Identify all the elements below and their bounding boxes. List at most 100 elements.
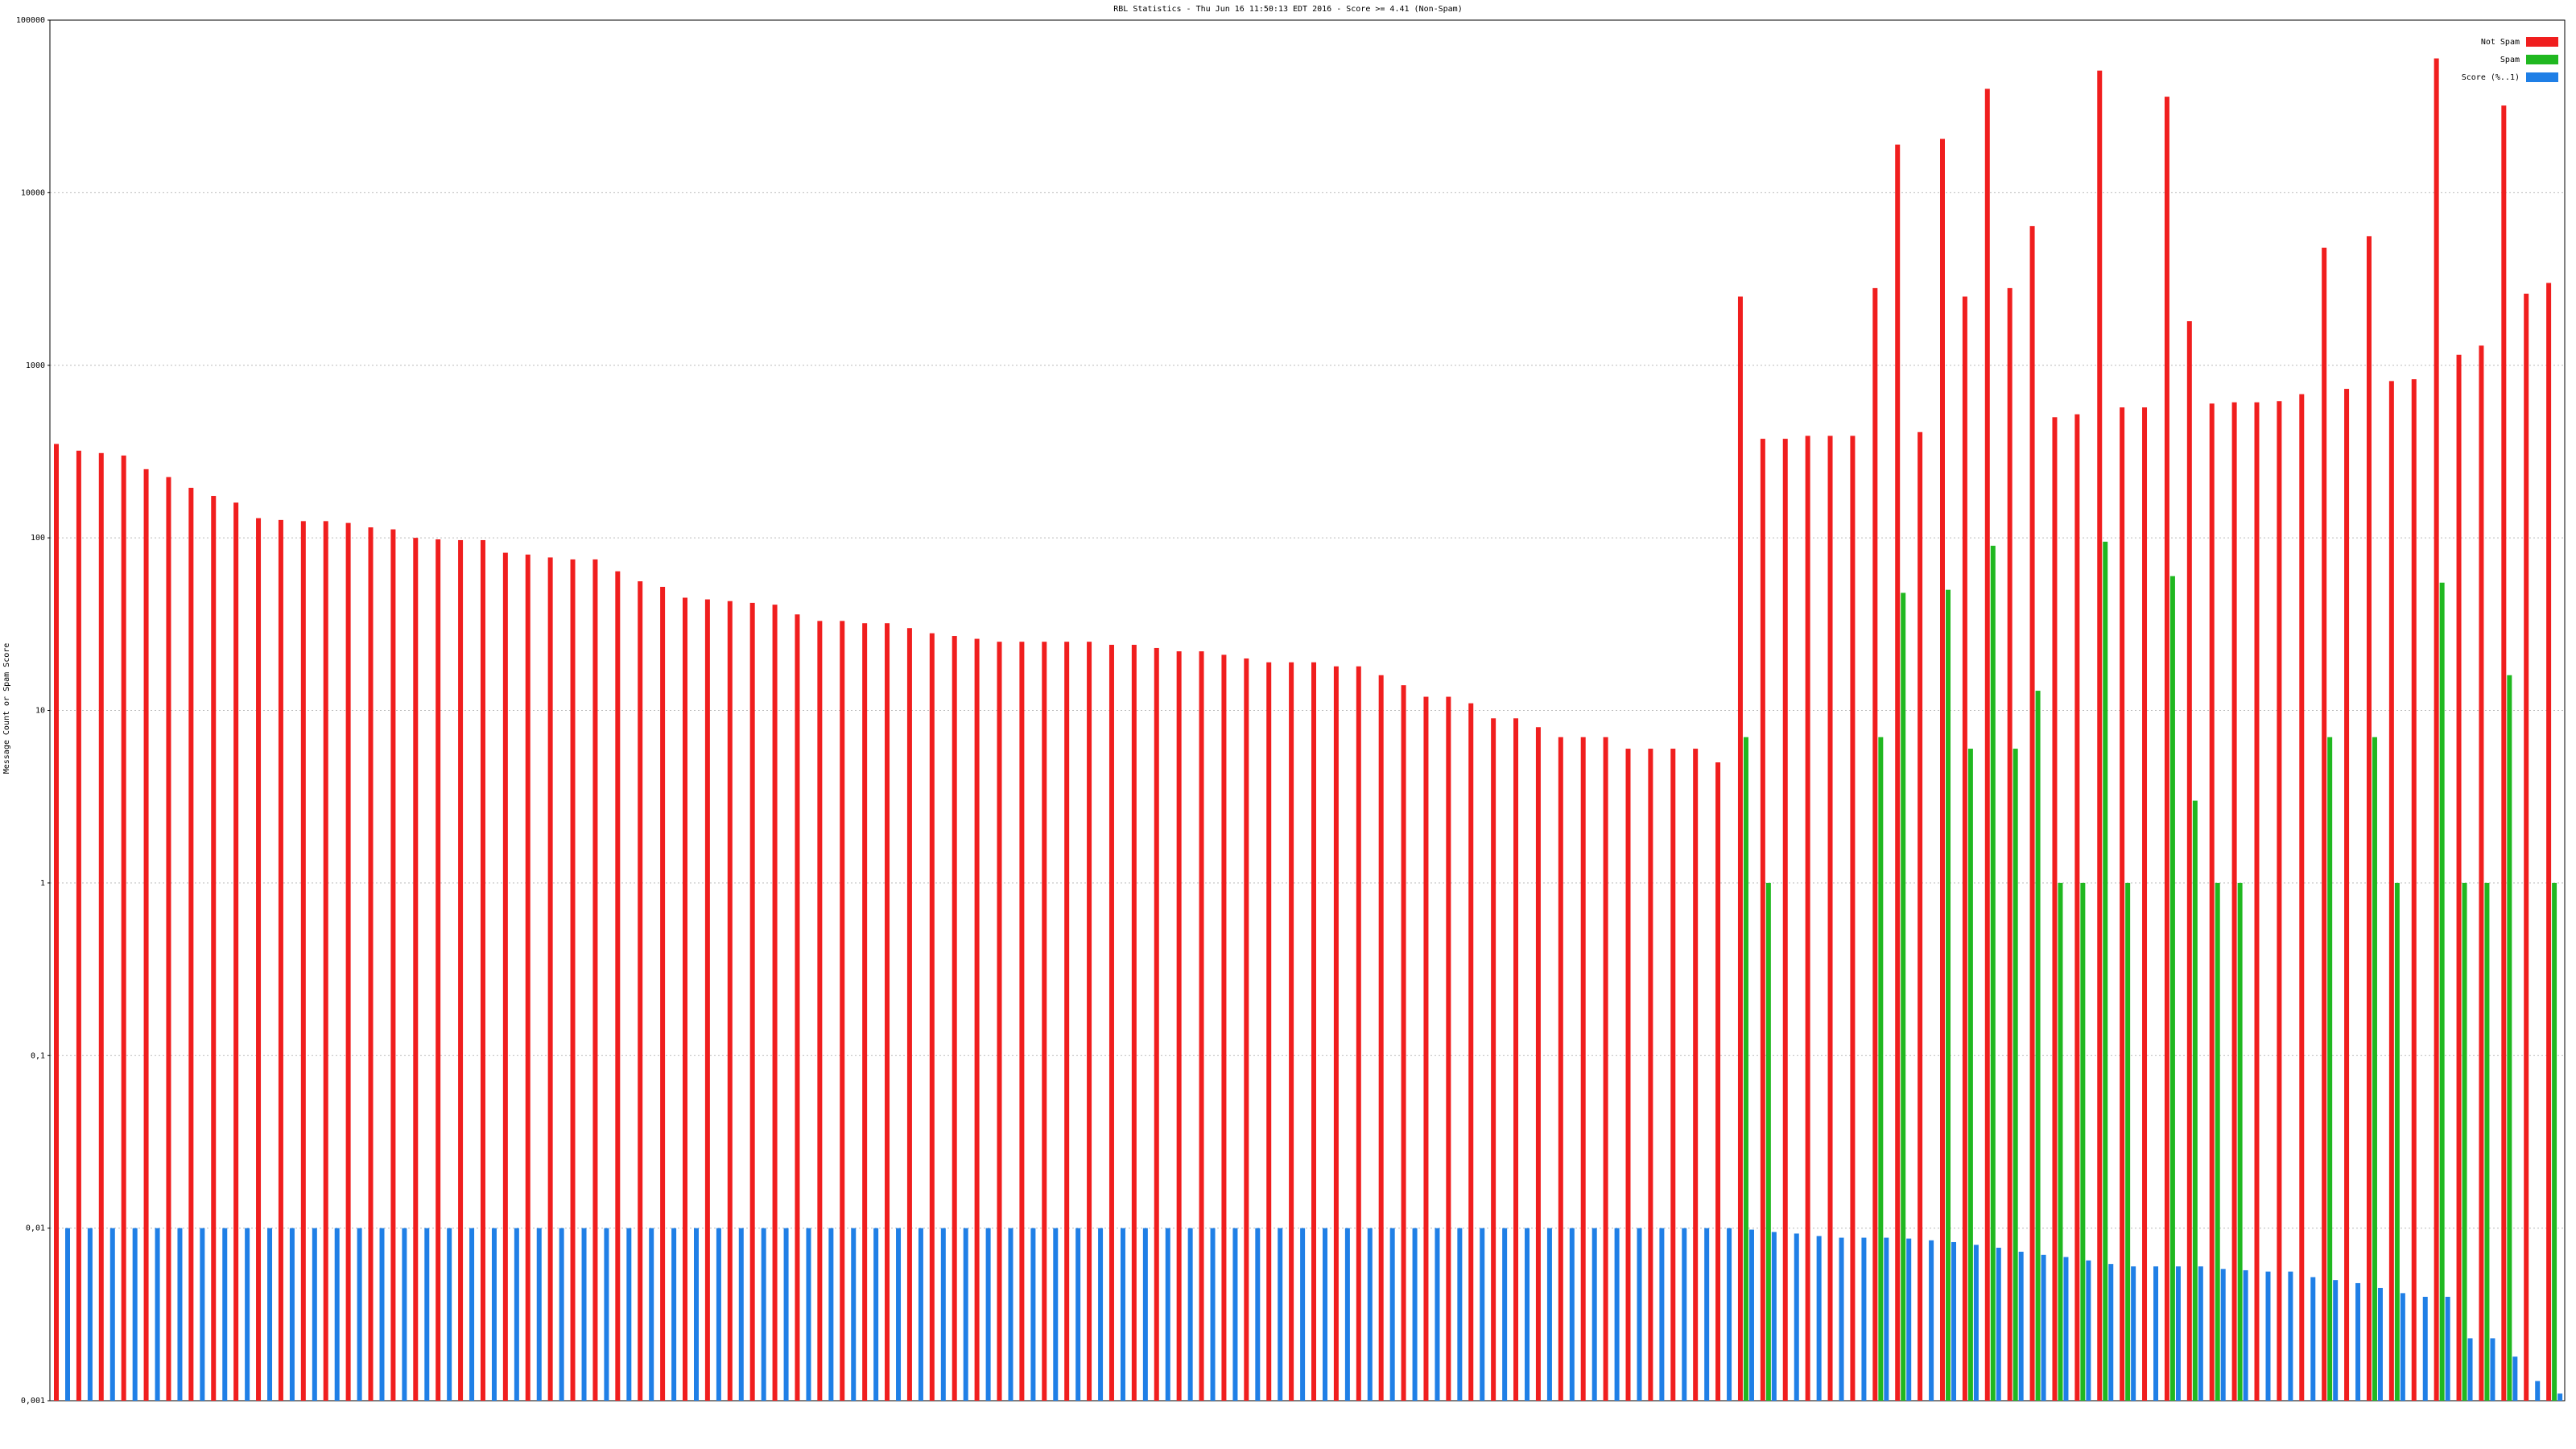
bar <box>974 638 980 1401</box>
bar <box>2265 1271 2271 1401</box>
bar <box>1098 1228 1104 1401</box>
bar <box>368 527 374 1401</box>
bar <box>2186 321 2192 1401</box>
bar <box>1300 1228 1306 1401</box>
bar <box>851 1228 857 1401</box>
bar <box>1805 436 1810 1401</box>
bar <box>2344 389 2350 1401</box>
bar <box>334 1228 340 1401</box>
bar <box>1064 642 1070 1401</box>
bar <box>1962 296 1967 1401</box>
bar <box>278 519 283 1401</box>
bar <box>1895 144 1901 1402</box>
bar <box>2142 407 2148 1401</box>
bar <box>2327 737 2333 1401</box>
bar <box>312 1228 317 1401</box>
bar <box>896 1228 902 1401</box>
bar <box>2035 691 2041 1401</box>
bar <box>1782 439 1788 1401</box>
bar <box>2103 541 2108 1401</box>
y-tick-label: 1 <box>40 879 45 888</box>
bar <box>873 1228 879 1401</box>
bar <box>2372 737 2377 1401</box>
bar <box>2501 105 2507 1401</box>
bar <box>1008 1228 1013 1401</box>
bar <box>683 597 687 1401</box>
bar <box>559 1228 564 1401</box>
bar <box>2394 882 2400 1401</box>
bar <box>2400 1293 2405 1401</box>
bar <box>2007 287 2013 1401</box>
bar <box>1165 1228 1170 1401</box>
bar <box>2490 1338 2496 1401</box>
bar <box>997 642 1002 1401</box>
bar <box>2310 1277 2316 1401</box>
bar <box>1990 545 1996 1401</box>
bar <box>132 1228 138 1401</box>
bar <box>1614 1228 1620 1401</box>
bar <box>2552 882 2557 1401</box>
bar <box>2439 582 2445 1401</box>
bar <box>1748 1229 1754 1401</box>
bar <box>952 636 957 1401</box>
y-tick-label: 1000 <box>26 361 45 370</box>
bar <box>2243 1269 2248 1401</box>
bar <box>918 1228 923 1401</box>
bar <box>1412 1228 1418 1401</box>
bar <box>1878 737 1884 1401</box>
bar <box>1625 749 1631 1401</box>
bar <box>885 623 890 1401</box>
bar <box>1423 696 1429 1401</box>
bar <box>2153 1266 2159 1401</box>
bar <box>2355 1282 2361 1401</box>
bar <box>289 1228 295 1401</box>
bar <box>1210 1228 1216 1401</box>
bar <box>1637 1228 1642 1401</box>
legend-swatch <box>2526 72 2558 82</box>
bar <box>1946 589 1951 1401</box>
bar <box>525 554 530 1401</box>
bar <box>806 1228 811 1401</box>
bar <box>1535 727 1541 1401</box>
bar <box>1344 1228 1350 1401</box>
bar <box>940 1228 946 1401</box>
bar <box>2445 1296 2450 1401</box>
bar <box>1929 1240 1934 1401</box>
bar <box>480 539 485 1401</box>
bar <box>929 633 935 1401</box>
bar <box>1053 1228 1059 1401</box>
y-tick-label: 100000 <box>16 16 45 25</box>
bar <box>2333 1280 2339 1401</box>
bar <box>436 539 441 1402</box>
bar <box>1356 666 1361 1401</box>
bar <box>615 571 621 1401</box>
bar <box>1525 1228 1530 1401</box>
bar <box>2512 1356 2518 1401</box>
bar <box>727 601 733 1401</box>
bar <box>1794 1233 1799 1401</box>
bar <box>2169 576 2175 1401</box>
bar <box>2322 247 2327 1401</box>
bar <box>2299 394 2305 1402</box>
bar <box>2131 1266 2136 1401</box>
bar <box>2125 882 2131 1401</box>
bar <box>1042 642 1047 1401</box>
bar <box>2231 402 2237 1402</box>
bar <box>638 581 643 1401</box>
bar <box>1693 749 1699 1401</box>
y-tick-label: 0,1 <box>31 1051 45 1060</box>
bar <box>1389 1228 1395 1401</box>
bar <box>2041 1254 2046 1401</box>
bar <box>2018 1251 2024 1401</box>
bar <box>1901 592 1906 1401</box>
bar <box>795 614 800 1401</box>
bar <box>1457 1228 1463 1401</box>
bar <box>2074 414 2080 1401</box>
bar <box>1142 1228 1148 1401</box>
bar <box>2546 283 2552 1401</box>
bar <box>2237 882 2243 1401</box>
bar <box>1176 651 1182 1401</box>
bar <box>54 444 59 1401</box>
bar <box>694 1228 699 1401</box>
